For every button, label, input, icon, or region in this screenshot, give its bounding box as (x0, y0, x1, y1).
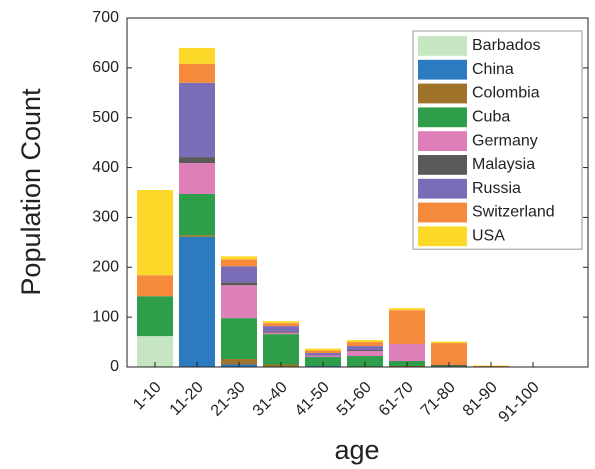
legend-label: China (472, 61, 514, 78)
bar-segment (179, 163, 215, 194)
bar-segment (431, 343, 467, 366)
legend-swatch (418, 59, 467, 80)
y-axis-title: Population Count (16, 88, 46, 296)
plot-frame (126, 17, 589, 368)
legend-label: Malaysia (472, 156, 535, 173)
legend-label: Cuba (472, 109, 510, 126)
bar-segment (389, 344, 425, 362)
bar-segment (179, 193, 215, 236)
legend-label: Barbados (472, 37, 541, 54)
bar-segment (347, 340, 383, 343)
bar-segment (137, 336, 173, 367)
bar-segment (305, 353, 341, 356)
bar-segment (221, 282, 257, 286)
bar-segment (221, 266, 257, 283)
bar-segment (137, 190, 173, 276)
y-tick-label: 500 (92, 109, 119, 126)
bar-segment (221, 256, 257, 260)
bar-segment (347, 351, 383, 357)
x-tick-label: 41-50 (292, 379, 333, 420)
bar-segment (179, 82, 215, 158)
x-tick-label: 1-10 (130, 379, 165, 414)
bar-segment (179, 63, 215, 83)
x-tick-label: 11-20 (167, 379, 207, 419)
bar-segment (431, 341, 467, 344)
y-tick-label: 600 (92, 59, 119, 76)
y-tick-label: 200 (92, 259, 119, 276)
bar-segment (221, 359, 257, 365)
x-tick-label: 61-70 (376, 379, 417, 420)
x-tick-label: 21-30 (208, 379, 249, 420)
bar-segment (263, 323, 299, 327)
x-tick-label: 31-40 (250, 379, 291, 420)
bar-segment (347, 346, 383, 351)
legend-swatch (418, 155, 467, 175)
bar-segment (137, 275, 173, 297)
legend-swatch (418, 36, 467, 56)
y-tick-label: 100 (92, 308, 119, 325)
y-tick-label: 0 (110, 358, 119, 375)
bar-segment (263, 331, 299, 333)
legend-label: Switzerland (472, 204, 555, 221)
x-tick-label: 51-60 (334, 379, 375, 420)
bar-segment (179, 157, 215, 164)
bar-segment (347, 356, 383, 367)
bar-segment (263, 332, 299, 335)
bar-segment (179, 47, 215, 64)
bar-segment (179, 236, 215, 367)
bar-segment (389, 308, 425, 311)
y-tick-label: 400 (92, 159, 119, 176)
bar-segment (305, 357, 341, 367)
bar-segment (389, 310, 425, 345)
legend-swatch (418, 178, 467, 199)
legend-swatch (418, 83, 467, 104)
bar-segment (347, 350, 383, 352)
legend-label: Germany (472, 132, 538, 149)
legend-swatch (418, 226, 467, 247)
legend-label: USA (472, 228, 505, 245)
bar-segment (263, 334, 299, 365)
bar-segment (305, 350, 341, 354)
y-tick-label: 700 (92, 9, 119, 26)
bar-segment (221, 318, 257, 360)
legend-label: Colombia (472, 85, 540, 102)
y-tick-label: 300 (92, 209, 119, 226)
x-tick-label: 91-100 (496, 379, 543, 426)
bar-segment (221, 259, 257, 267)
legend-swatch (418, 131, 467, 151)
x-axis-title: age (334, 435, 379, 465)
legend-swatch (418, 202, 467, 223)
bar-segment (221, 285, 257, 319)
bar-segment (305, 348, 341, 351)
legend-swatch (418, 107, 467, 128)
bar-segment (305, 355, 341, 358)
bar-segment (179, 235, 215, 237)
legend-label: Russia (472, 180, 521, 197)
bar-segment (347, 342, 383, 347)
bar-segment (137, 296, 173, 337)
bar-segment (263, 326, 299, 332)
x-tick-label: 71-80 (418, 379, 459, 420)
bar-segment (263, 321, 299, 324)
